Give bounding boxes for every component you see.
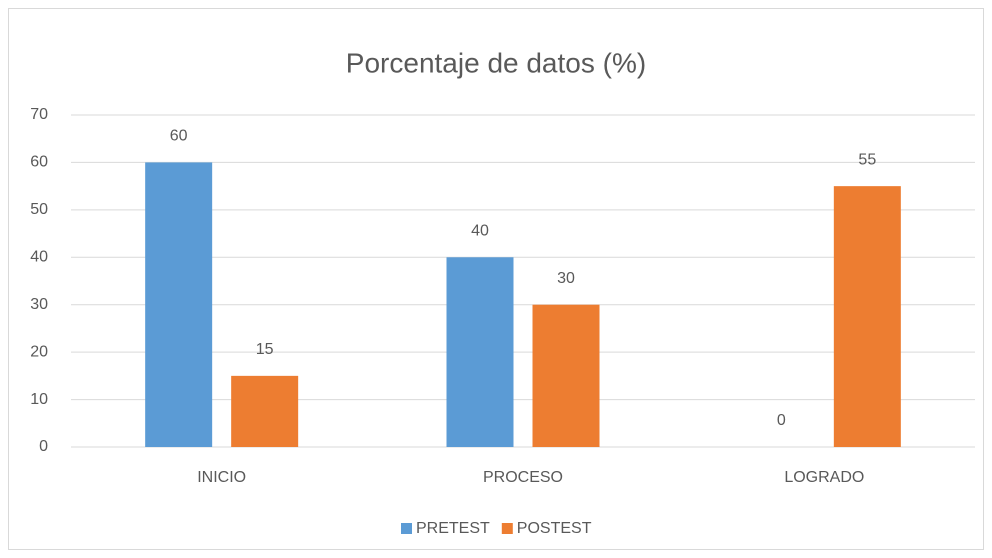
legend-swatch <box>401 523 412 534</box>
legend-label: POSTEST <box>517 520 592 537</box>
legend-label: PRETEST <box>416 520 490 537</box>
x-tick-label: LOGRADO <box>784 469 864 486</box>
data-label: 0 <box>777 412 786 429</box>
data-label: 40 <box>471 223 489 240</box>
data-label: 15 <box>256 341 274 358</box>
x-tick-label: INICIO <box>197 469 246 486</box>
y-tick-label: 60 <box>30 154 48 171</box>
data-label: 60 <box>170 128 188 145</box>
data-label: 30 <box>557 270 575 287</box>
y-tick-label: 0 <box>39 438 48 455</box>
y-tick-label: 20 <box>30 343 48 360</box>
y-tick-label: 30 <box>30 296 48 313</box>
chart-title: Porcentaje de datos (%) <box>346 47 646 78</box>
data-label: 55 <box>858 151 876 168</box>
y-tick-label: 50 <box>30 201 48 218</box>
bar <box>446 257 514 447</box>
bar <box>145 162 213 447</box>
x-tick-label: PROCESO <box>483 469 563 486</box>
y-tick-label: 10 <box>30 391 48 408</box>
bar <box>833 186 901 447</box>
bar <box>231 375 299 447</box>
y-tick-label: 70 <box>30 106 48 123</box>
y-tick-label: 40 <box>30 249 48 266</box>
legend-swatch <box>501 523 513 534</box>
bar <box>532 304 600 447</box>
